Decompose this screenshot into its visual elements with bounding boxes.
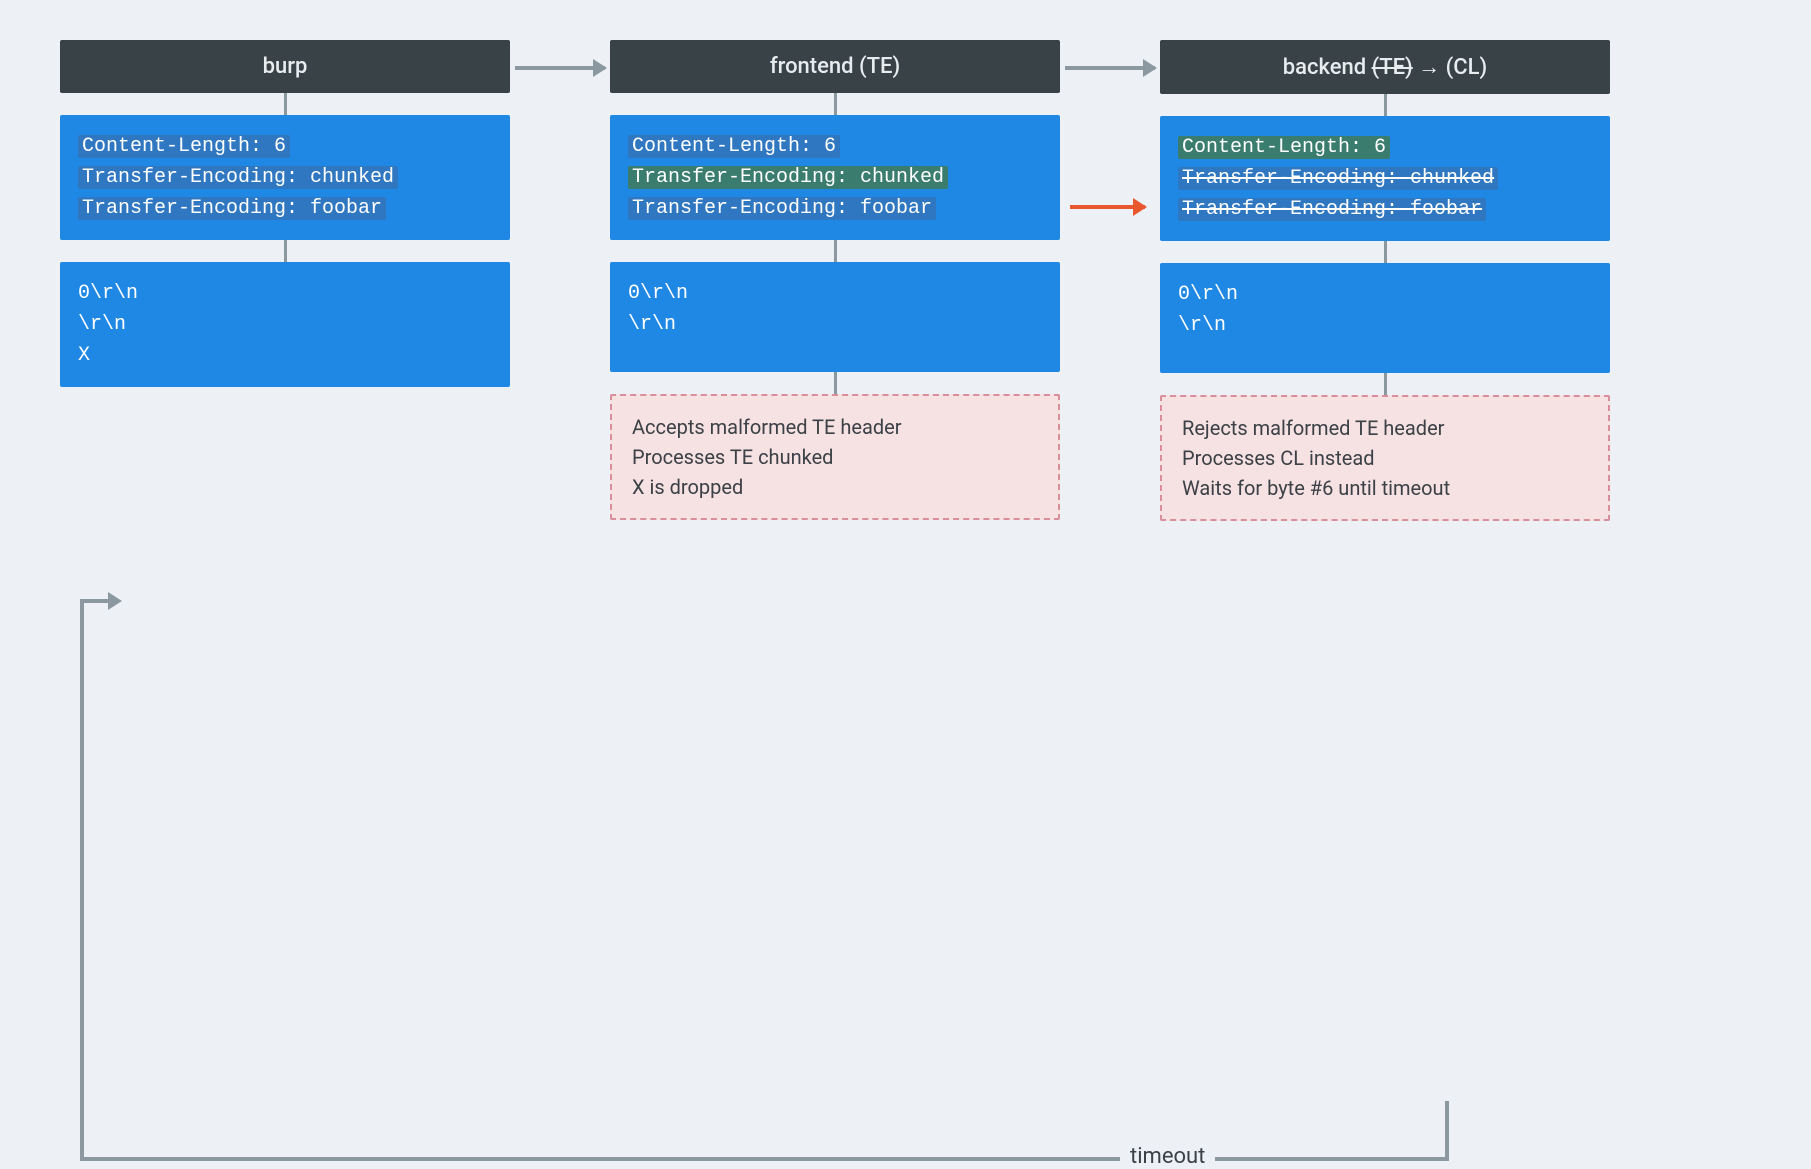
title-backend-strike: (TE)	[1372, 55, 1413, 80]
body-line: \r\n	[78, 309, 492, 340]
header-line: Transfer-Encoding: foobar	[628, 197, 936, 220]
frontend-body-block: 0\r\n \r\n	[610, 262, 1060, 372]
header-line: Content-Length: 6	[628, 135, 840, 158]
connector	[1384, 373, 1387, 395]
title-frontend-label: frontend (TE)	[770, 54, 900, 79]
title-backend-suffix: → (CL)	[1413, 55, 1488, 80]
connector	[1384, 241, 1387, 263]
note-line: Rejects malformed TE header	[1182, 413, 1588, 443]
header-line-active: Transfer-Encoding: chunked	[628, 166, 948, 189]
body-line: \r\n	[628, 309, 1042, 340]
connector	[284, 240, 287, 262]
body-line: 0\r\n	[628, 278, 1042, 309]
column-frontend: frontend (TE) Content-Length: 6 Transfer…	[610, 40, 1060, 520]
note-line: X is dropped	[632, 472, 1038, 502]
connector	[284, 93, 287, 115]
note-line: Accepts malformed TE header	[632, 412, 1038, 442]
title-backend-prefix: backend	[1283, 55, 1372, 80]
backend-headers-block: Content-Length: 6 Transfer-Encoding: chu…	[1160, 116, 1610, 241]
timeout-label: timeout	[1120, 1144, 1215, 1169]
burp-body-block: 0\r\n \r\n X	[60, 262, 510, 387]
burp-headers-block: Content-Length: 6 Transfer-Encoding: chu…	[60, 115, 510, 240]
frontend-headers-block: Content-Length: 6 Transfer-Encoding: chu…	[610, 115, 1060, 240]
frontend-note: Accepts malformed TE header Processes TE…	[610, 394, 1060, 520]
title-burp-label: burp	[263, 54, 308, 79]
column-burp: burp Content-Length: 6 Transfer-Encoding…	[60, 40, 510, 387]
note-line: Processes CL instead	[1182, 443, 1588, 473]
body-line: X	[78, 340, 492, 371]
timeout-arrowhead-icon	[108, 592, 122, 610]
connector	[834, 372, 837, 394]
diagram-stage: burp Content-Length: 6 Transfer-Encoding…	[60, 40, 1751, 521]
header-line: Transfer-Encoding: chunked	[78, 166, 398, 189]
title-backend: backend (TE) → (CL)	[1160, 40, 1610, 94]
connector	[834, 93, 837, 115]
connector	[1384, 94, 1387, 116]
body-line: 0\r\n	[1178, 279, 1592, 310]
body-line: \r\n	[1178, 310, 1592, 341]
arrow-burp-to-frontend	[515, 66, 605, 70]
body-line: 0\r\n	[78, 278, 492, 309]
backend-body-block: 0\r\n \r\n	[1160, 263, 1610, 373]
header-line-rejected: Transfer-Encoding: foobar	[1178, 198, 1486, 221]
orange-arrow-icon	[1070, 205, 1145, 209]
header-line: Transfer-Encoding: foobar	[78, 197, 386, 220]
arrow-frontend-to-backend	[1065, 66, 1155, 70]
title-burp: burp	[60, 40, 510, 93]
column-backend: backend (TE) → (CL) Content-Length: 6 Tr…	[1160, 40, 1610, 521]
title-frontend: frontend (TE)	[610, 40, 1060, 93]
note-line: Processes TE chunked	[632, 442, 1038, 472]
note-line: Waits for byte #6 until timeout	[1182, 473, 1588, 503]
header-line-rejected: Transfer-Encoding: chunked	[1178, 167, 1498, 190]
header-line-active: Content-Length: 6	[1178, 136, 1390, 159]
connector	[834, 240, 837, 262]
backend-note: Rejects malformed TE header Processes CL…	[1160, 395, 1610, 521]
header-line: Content-Length: 6	[78, 135, 290, 158]
